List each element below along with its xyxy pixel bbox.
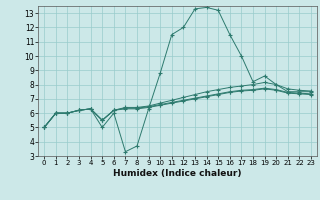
X-axis label: Humidex (Indice chaleur): Humidex (Indice chaleur) xyxy=(113,169,242,178)
